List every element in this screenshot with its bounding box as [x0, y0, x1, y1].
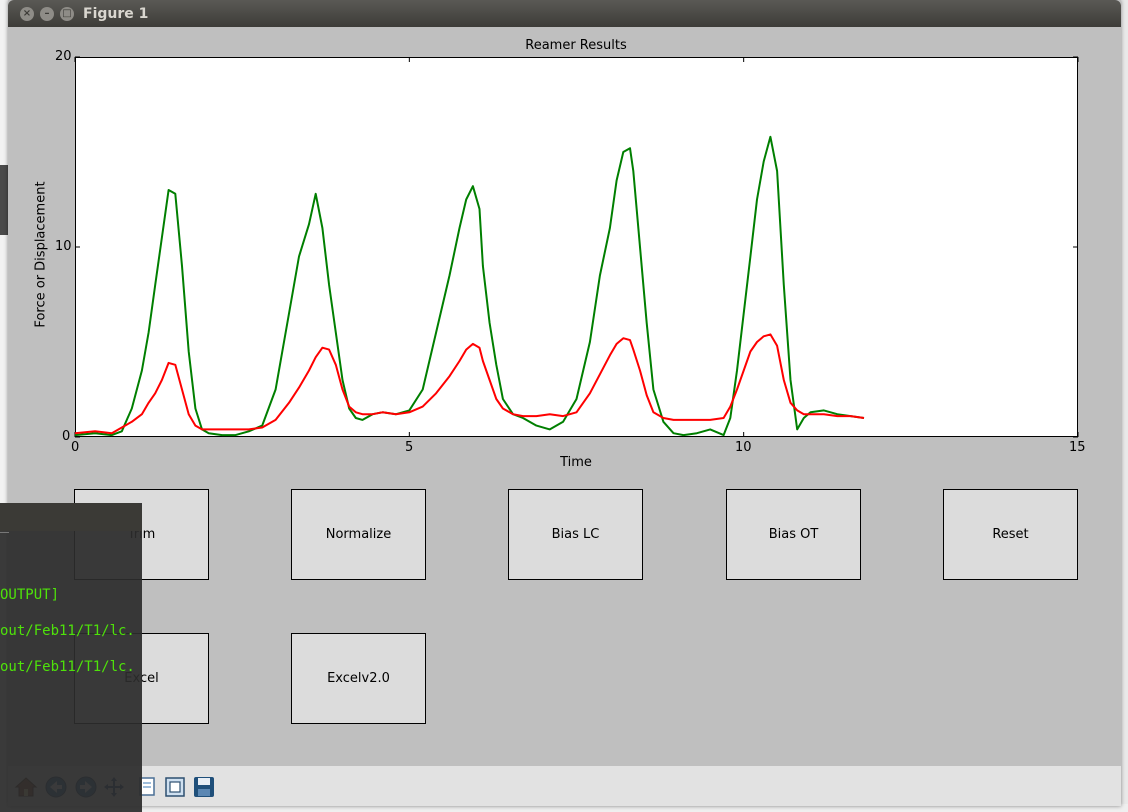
terminal-line: out/Feb11/T1/lc.: [0, 623, 135, 639]
bias-ot-button[interactable]: Bias OT: [726, 489, 861, 580]
y-tick-label: 20: [55, 49, 72, 64]
terminal-divider: [0, 532, 9, 533]
desktop-background-strip: [0, 165, 9, 235]
window-title: Figure 1: [83, 6, 149, 22]
desktop-background-left: [0, 0, 9, 812]
excel-v2-button[interactable]: Excelv2.0: [291, 633, 426, 724]
x-tick-label: 0: [71, 440, 80, 455]
terminal-line: out/Feb11/T1/lc.: [0, 659, 135, 675]
x-axis-label: Time: [560, 455, 592, 470]
terminal-line: OUTPUT]: [0, 587, 60, 603]
x-tick-label: 10: [735, 440, 752, 455]
bias-lc-button[interactable]: Bias LC: [508, 489, 643, 580]
navigation-toolbar: [8, 766, 1121, 806]
y-axis-label: Force or Displacement: [33, 181, 49, 328]
desktop-background-bottom: [0, 804, 1128, 812]
save-icon[interactable]: [192, 775, 216, 799]
subplots-icon[interactable]: [163, 775, 187, 799]
close-window-icon[interactable]: ×: [20, 7, 34, 21]
plot-axes[interactable]: [75, 57, 1078, 437]
reset-button[interactable]: Reset: [943, 489, 1078, 580]
x-tick-label: 15: [1069, 440, 1086, 455]
terminal-titlebar[interactable]: [0, 503, 142, 531]
normalize-button[interactable]: Normalize: [291, 489, 426, 580]
y-tick-label: 0: [62, 429, 71, 444]
maximize-window-icon[interactable]: □: [60, 7, 74, 21]
x-tick-label: 5: [405, 440, 414, 455]
plot-title: Reamer Results: [525, 38, 627, 53]
minimize-window-icon[interactable]: –: [40, 7, 54, 21]
window-titlebar[interactable]: × – □ Figure 1: [8, 0, 1121, 27]
terminal-window[interactable]: OUTPUT] out/Feb11/T1/lc. out/Feb11/T1/lc…: [0, 503, 142, 812]
y-tick-label: 10: [55, 239, 72, 254]
desktop-background-right: [1120, 0, 1128, 812]
